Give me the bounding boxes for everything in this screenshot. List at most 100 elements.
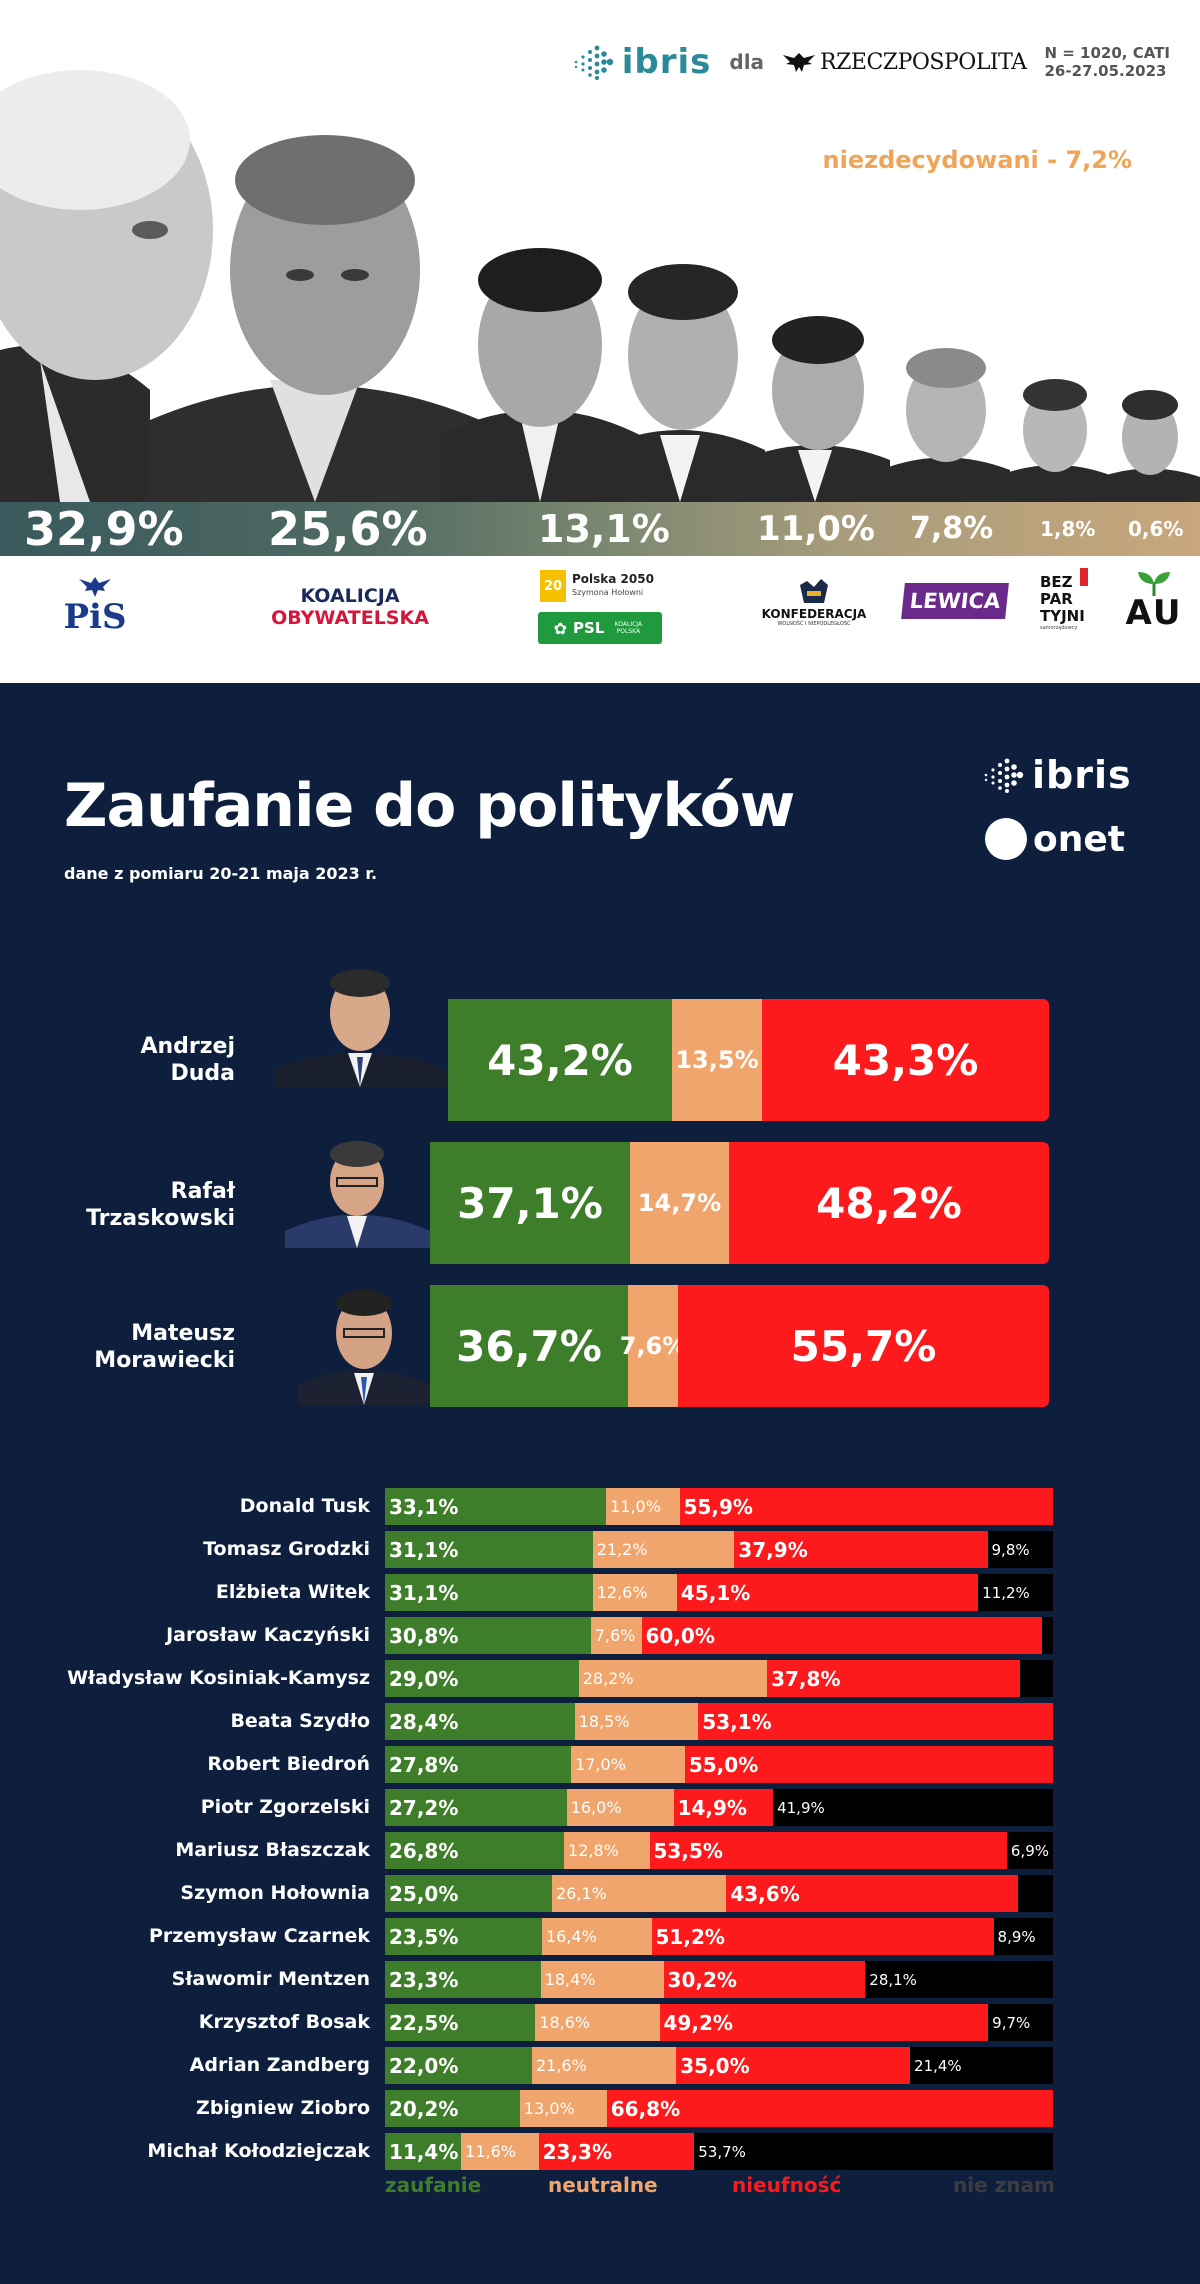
bar-label-distrust: 66,8% (610, 2096, 681, 2121)
bar-segment-distrust: 55,9% (679, 1488, 1053, 1525)
bar-segment-trust: 28,4% (385, 1703, 575, 1740)
onet-logo: onet (985, 818, 1125, 860)
top3-bar-0: 43,2% 13,5% 43,3% (448, 999, 1049, 1121)
logo-ko-line2: OBYWATELSKA (271, 607, 429, 629)
bar-segment-unknown: 9,7% (988, 2004, 1053, 2041)
politician-name: Jarosław Kaczyński (166, 1624, 370, 1646)
bar-segment-distrust: 60,0% (641, 1617, 1043, 1654)
top3-neutral-seg: 13,5% (672, 999, 762, 1121)
bar-segment-trust: 26,8% (385, 1832, 565, 1869)
result-ko: 25,6% (268, 502, 428, 556)
bar-segment-unknown: 9,8% (987, 1531, 1053, 1568)
trust-bar-row: 28,4% 18,5% 53,1% (385, 1703, 1053, 1740)
rzeczpospolita-wordmark: RZECZPOSPOLITA (820, 49, 1027, 75)
trust-bar-row: 22,0% 21,6% 35,0% 21,4% (385, 2047, 1053, 2084)
logo-bp-sub: samorządowcy (1040, 625, 1078, 631)
bar-segment-unknown: 41,9% (773, 1789, 1053, 1826)
bar-segment-distrust: 45,1% (676, 1574, 979, 1611)
logo-lewica: LEWICA (901, 583, 1009, 619)
bar-segment-trust: 22,5% (385, 2004, 536, 2041)
bar-segment-trust: 27,8% (385, 1746, 572, 1783)
bar-label-neutral: 21,2% (596, 1540, 648, 1559)
trust-panel: Zaufanie do polityków dane z pomiaru 20-… (0, 683, 1200, 2284)
bar-label-neutral: 18,5% (578, 1712, 630, 1731)
bar-segment-neutral: 18,4% (540, 1961, 664, 1998)
svg-text:20: 20 (544, 579, 562, 594)
trust-bar-row: 23,3% 18,4% 30,2% 28,1% (385, 1961, 1053, 1998)
trust-bar-row: 22,5% 18,6% 49,2% 9,7% (385, 2004, 1053, 2041)
bar-segment-trust: 31,1% (385, 1531, 593, 1568)
bar-segment-unknown: 21,4% (910, 2047, 1053, 2084)
bar-label-neutral: 13,0% (523, 2099, 575, 2118)
eagle-icon (79, 577, 111, 597)
bar-segment-neutral: 12,6% (592, 1574, 677, 1611)
legend-distrust: nieufność (732, 2173, 842, 2197)
trust-bar-row: 26,8% 12,8% 53,5% 6,9% (385, 1832, 1053, 1869)
politician-name: Donald Tusk (239, 1495, 370, 1517)
trust-bar-row: 11,4% 11,6% 23,3% 53,7% (385, 2133, 1053, 2170)
bar-label-trust: 11,4% (389, 2139, 459, 2164)
bar-segment-trust: 33,1% (385, 1488, 607, 1525)
logo-konf-sub: WOLNOŚĆ I NIEPODLEGŁOŚĆ (777, 621, 851, 627)
bar-label-trust: 33,1% (389, 1494, 459, 1519)
logo-ko-line1: KOALICJA (300, 585, 400, 607)
logo-psl-sub: KOALICJA POLSKA (614, 621, 643, 635)
result-tdd: 13,1% (538, 507, 670, 551)
bar-label-neutral: 18,4% (544, 1970, 596, 1989)
poll-panel: ibris dla RZECZPOSPOLITA N = 1020, CATI … (0, 0, 1200, 683)
bar-segment-trust: 29,0% (385, 1660, 579, 1697)
result-pis: 32,9% (24, 502, 184, 556)
bar-segment-neutral: 7,6% (590, 1617, 642, 1654)
bar-segment-distrust: 66,8% (606, 2090, 1053, 2127)
bar-segment-distrust: 35,0% (676, 2047, 911, 2084)
bar-segment-unknown: 6,9% (1006, 1832, 1053, 1869)
politician-name: Adrian Zandberg (189, 2054, 370, 2076)
logo-ko: KOALICJA OBYWATELSKA (265, 582, 435, 632)
bar-label-neutral: 17,0% (575, 1755, 626, 1774)
logo-polska2050: 20 Polska 2050 Szymona Hołowni (540, 570, 665, 602)
bar-segment-unknown (1019, 1660, 1053, 1697)
bar-segment-neutral: 28,2% (578, 1660, 768, 1697)
bar-label-neutral: 12,6% (596, 1583, 648, 1602)
bar-label-distrust: 14,9% (677, 1795, 747, 1820)
bar-label-distrust: 53,5% (653, 1838, 723, 1863)
polska2050-icon: 20 (540, 570, 566, 602)
bar-label-unknown: 53,7% (698, 2142, 746, 2161)
exclamation-icon (1080, 568, 1088, 586)
bar-segment-unknown (1042, 1617, 1053, 1654)
bar-label-distrust: 43,6% (730, 1881, 800, 1906)
bar-segment-trust: 22,0% (385, 2047, 532, 2084)
logo-pis: PiS (55, 570, 135, 640)
bar-label-neutral: 7,6% (594, 1626, 636, 1645)
politician-name: Tomasz Grodzki (203, 1538, 370, 1560)
politician-name: Przemysław Czarnek (148, 1925, 370, 1947)
bar-label-trust: 26,8% (389, 1838, 459, 1863)
politician-name: Mariusz Błaszczak (175, 1839, 370, 1861)
bar-label-trust: 27,8% (389, 1752, 459, 1777)
bar-label-trust: 22,0% (389, 2053, 459, 2078)
bar-label-distrust: 35,0% (680, 2053, 750, 2078)
trust-bar-row: 33,1% 11,0% 55,9% (385, 1488, 1053, 1525)
clover-icon: ✿ (553, 618, 568, 638)
bar-label-neutral: 16,4% (545, 1927, 597, 1946)
top3-distrust-seg: 43,3% (762, 999, 1049, 1121)
bar-label-unknown: 21,4% (914, 2056, 962, 2075)
politician-name: Zbigniew Ziobro (196, 2097, 370, 2119)
politician-name: Michał Kołodziejczak (147, 2140, 370, 2162)
rzeczpospolita-logo: RZECZPOSPOLITA (782, 49, 1027, 75)
logo-p2050-line2: Szymona Hołowni (572, 588, 644, 597)
bar-segment-neutral: 21,2% (592, 1531, 735, 1568)
bar-label-distrust: 51,2% (655, 1924, 725, 1949)
bar-segment-distrust: 53,1% (698, 1703, 1053, 1740)
bar-label-trust: 30,8% (389, 1623, 459, 1648)
trust-bar-row: 31,1% 12,6% 45,1% 11,2% (385, 1574, 1053, 1611)
top3-distrust-seg: 55,7% (678, 1285, 1049, 1407)
top3-trust-seg: 36,7% (430, 1285, 628, 1407)
politician-name: Elżbieta Witek (215, 1581, 370, 1603)
ibris-dots-icon (984, 758, 1024, 793)
bar-label-distrust: 37,9% (738, 1537, 808, 1562)
portrait-konf-leader (740, 310, 890, 502)
bar-label-trust: 20,2% (389, 2096, 459, 2121)
top3-photo-2 (298, 1283, 430, 1405)
bar-segment-trust: 11,4% (385, 2133, 462, 2170)
